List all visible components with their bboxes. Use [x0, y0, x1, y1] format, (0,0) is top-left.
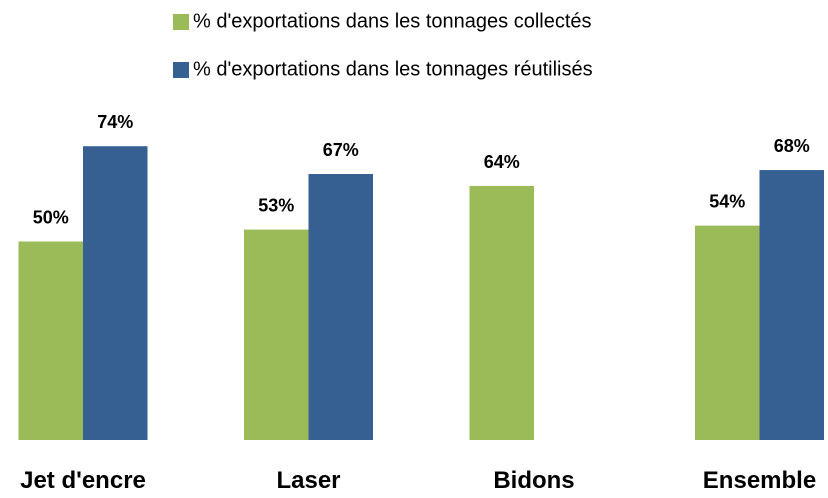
legend-label: % d'exportations dans les tonnages réuti…	[193, 58, 593, 80]
bar	[244, 229, 309, 440]
value-label: 64%	[484, 152, 520, 172]
value-label: 74%	[97, 112, 133, 132]
value-label: 50%	[33, 208, 69, 228]
category-label: Laser	[276, 467, 340, 494]
category-label: Ensemble	[703, 467, 816, 494]
bar	[83, 146, 148, 440]
value-label: 68%	[774, 136, 810, 156]
legend-swatch	[173, 62, 189, 78]
bar	[695, 225, 760, 440]
bar	[759, 170, 824, 441]
category-label: Bidons	[493, 467, 574, 494]
value-label: 67%	[323, 140, 359, 160]
bar	[18, 241, 83, 440]
value-label: 54%	[709, 192, 745, 212]
bar	[308, 174, 373, 440]
legend-swatch	[173, 14, 189, 30]
value-label: 53%	[258, 196, 294, 216]
legend-label: % d'exportations dans les tonnages colle…	[193, 10, 592, 32]
bar	[469, 185, 534, 440]
category-label: Jet d'encre	[20, 467, 146, 494]
